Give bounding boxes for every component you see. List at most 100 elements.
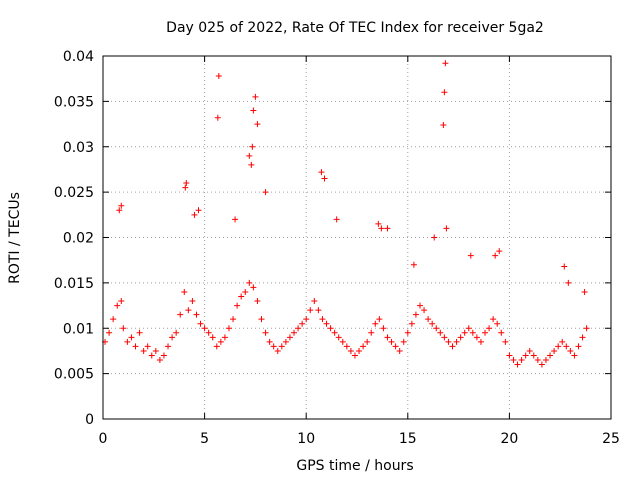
y-tick-label: 0.015 (54, 276, 94, 292)
data-point (469, 329, 476, 336)
data-point (258, 316, 265, 323)
y-axis-label: ROTI / TECUs (7, 192, 23, 284)
data-point (225, 325, 232, 332)
chart-title: Day 025 of 2022, Rate Of TEC Index for r… (166, 20, 544, 36)
data-point (189, 298, 196, 305)
data-point (331, 329, 338, 336)
data-point (250, 107, 257, 114)
data-point (148, 352, 155, 359)
data-point (120, 325, 127, 332)
data-point (191, 211, 198, 218)
data-point (106, 329, 113, 336)
data-point (583, 325, 590, 332)
data-point (538, 361, 545, 368)
data-point (339, 338, 346, 345)
data-point (526, 347, 533, 354)
data-point (182, 184, 189, 191)
data-point (490, 316, 497, 323)
data-point (136, 329, 143, 336)
data-point (542, 357, 549, 364)
data-point (530, 352, 537, 359)
x-tick-label: 15 (399, 431, 417, 447)
data-point (372, 320, 379, 327)
data-point (404, 329, 411, 336)
data-point (567, 347, 574, 354)
data-point (347, 347, 354, 354)
x-tick-label: 10 (297, 431, 315, 447)
data-point (215, 72, 222, 79)
data-point (193, 311, 200, 318)
data-point (351, 352, 358, 359)
x-tick-labels: 0 5 10 15 20 25 (99, 431, 620, 447)
data-point (375, 220, 382, 227)
data-point (425, 316, 432, 323)
data-point (356, 347, 363, 354)
data-point (232, 216, 239, 223)
data-point (114, 302, 121, 309)
data-point (561, 263, 568, 270)
axis-ticks (102, 55, 612, 420)
data-point (437, 329, 444, 336)
data-point (360, 343, 367, 350)
data-point (412, 311, 419, 318)
data-point (518, 357, 525, 364)
data-point (132, 343, 139, 350)
data-point (461, 329, 468, 336)
data-point (181, 288, 188, 295)
data-point (321, 175, 328, 182)
data-point (248, 161, 255, 168)
data-point (378, 225, 385, 232)
data-point (534, 357, 541, 364)
y-tick-label: 0.04 (63, 49, 94, 65)
data-point (343, 343, 350, 350)
data-point (522, 352, 529, 359)
data-point (221, 334, 228, 341)
data-point (502, 338, 509, 345)
data-point (477, 338, 484, 345)
data-point (429, 320, 436, 327)
data-point (319, 316, 326, 323)
data-point (333, 216, 340, 223)
data-point (234, 302, 241, 309)
y-tick-label: 0.02 (63, 231, 94, 247)
data-point (551, 347, 558, 354)
y-tick-label: 0.03 (63, 140, 94, 156)
x-tick-label: 20 (500, 431, 518, 447)
data-point (311, 298, 318, 305)
data-point (440, 121, 447, 128)
data-point (565, 279, 572, 286)
data-point (579, 334, 586, 341)
data-point (408, 320, 415, 327)
x-tick-label: 5 (200, 431, 209, 447)
data-point (443, 225, 450, 232)
data-point (160, 352, 167, 359)
data-point (299, 320, 306, 327)
grid-lines (103, 56, 611, 419)
x-tick-label: 0 (99, 431, 108, 447)
data-point (230, 316, 237, 323)
data-point (380, 325, 387, 332)
data-point (201, 325, 208, 332)
data-point (307, 307, 314, 314)
data-point (482, 329, 489, 336)
data-point (392, 343, 399, 350)
data-point (140, 347, 147, 354)
data-point (486, 325, 493, 332)
data-point (295, 325, 302, 332)
data-point (396, 347, 403, 354)
data-point (376, 316, 383, 323)
data-point (506, 352, 513, 359)
data-point (246, 279, 253, 286)
data-point (291, 329, 298, 336)
data-point (118, 298, 125, 305)
data-point (410, 261, 417, 268)
data-point (453, 338, 460, 345)
data-point (246, 152, 253, 159)
data-point (441, 89, 448, 96)
data-point (303, 316, 310, 323)
data-point (467, 252, 474, 259)
data-point (445, 338, 452, 345)
data-point (197, 320, 204, 327)
y-tick-labels: 0 0.005 0.01 0.015 0.02 0.025 0.03 0.035 0.04 (54, 49, 94, 428)
y-tick-label: 0.005 (54, 367, 94, 383)
